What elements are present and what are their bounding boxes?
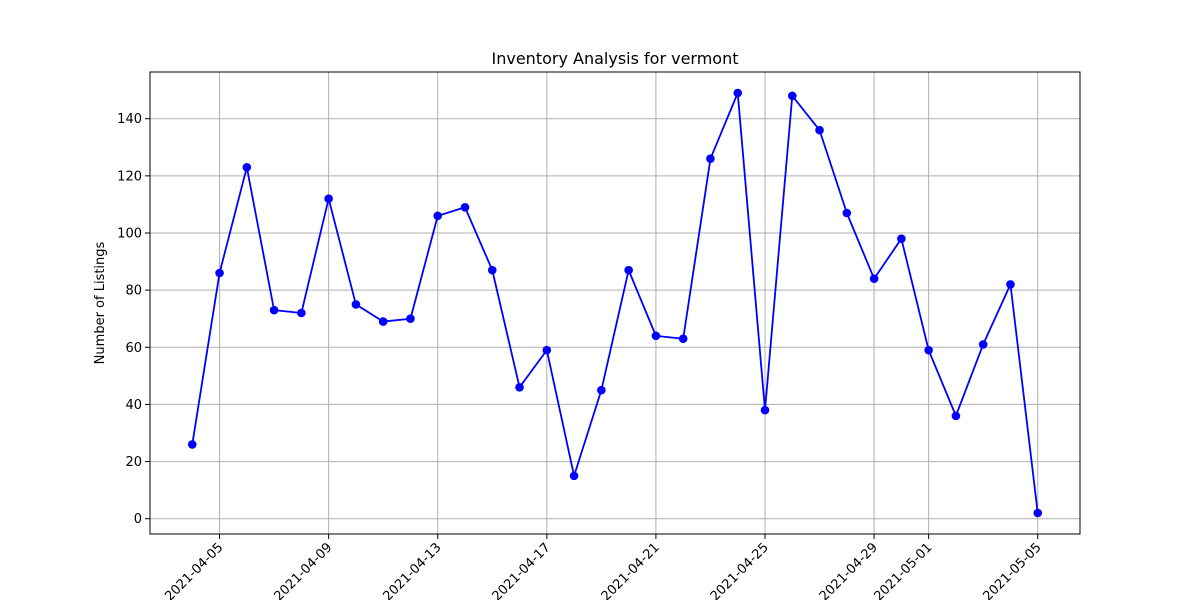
plot-frame bbox=[149, 71, 1081, 535]
data-point bbox=[215, 268, 224, 278]
data-point bbox=[406, 314, 415, 324]
data-point bbox=[624, 265, 633, 275]
y-tick-label: 120 bbox=[117, 169, 142, 184]
data-point bbox=[869, 274, 879, 284]
series-line bbox=[191, 92, 1039, 514]
y-tick-label: 0 bbox=[134, 512, 142, 527]
data-point bbox=[1006, 280, 1015, 289]
y-tick-label: 60 bbox=[125, 341, 142, 356]
x-axis: 2021-04-05 2021-04-09 2021-04-13 2021-04-17… bbox=[162, 534, 1045, 600]
x-tick-label: 2021-05-01 bbox=[871, 540, 935, 600]
data-point bbox=[978, 340, 988, 349]
data-point bbox=[951, 411, 961, 421]
y-tick-label: 100 bbox=[117, 227, 142, 242]
chart-title: Inventory Analysis for vermont bbox=[492, 49, 739, 68]
data-point bbox=[706, 154, 715, 164]
y-tick-label: 140 bbox=[117, 112, 142, 127]
x-tick-label: 2021-04-17 bbox=[490, 540, 554, 600]
x-tick-label: 2021-04-05 bbox=[162, 540, 226, 600]
grid-layer bbox=[150, 72, 1080, 534]
data-point bbox=[787, 91, 797, 101]
data-point bbox=[242, 162, 252, 172]
y-axis: 0 20 40 60 80 100 120 140 bbox=[117, 112, 150, 527]
data-point bbox=[378, 317, 388, 326]
data-point bbox=[597, 385, 606, 395]
data-point bbox=[187, 440, 197, 449]
data-point bbox=[842, 208, 852, 218]
y-tick-label: 20 bbox=[125, 455, 142, 470]
x-tick-label: 2021-04-25 bbox=[708, 540, 772, 600]
y-tick-label: 80 bbox=[125, 284, 142, 299]
y-axis-label: Number of Listings bbox=[93, 241, 108, 364]
data-point bbox=[460, 202, 470, 212]
x-tick-label: 2021-04-09 bbox=[271, 540, 335, 600]
data-point bbox=[897, 234, 906, 244]
data-point bbox=[1033, 508, 1043, 518]
data-point bbox=[542, 345, 552, 355]
data-point bbox=[324, 194, 333, 204]
x-tick-label: 2021-04-29 bbox=[817, 540, 881, 600]
x-tick-label: 2021-05-05 bbox=[981, 540, 1045, 600]
series-layer bbox=[187, 88, 1043, 518]
data-point bbox=[569, 471, 579, 481]
x-tick-label: 2021-04-21 bbox=[599, 540, 663, 600]
data-point bbox=[815, 125, 824, 135]
x-tick-label: 2021-04-13 bbox=[381, 540, 445, 600]
data-point bbox=[733, 88, 743, 98]
data-point bbox=[269, 305, 279, 315]
data-point bbox=[297, 308, 306, 318]
data-point bbox=[924, 345, 933, 355]
data-point bbox=[433, 211, 443, 221]
data-point bbox=[651, 331, 661, 341]
data-point bbox=[487, 265, 497, 275]
data-point bbox=[760, 405, 770, 415]
data-point bbox=[515, 382, 524, 392]
y-tick-label: 40 bbox=[125, 398, 142, 413]
data-point bbox=[351, 300, 361, 309]
data-point bbox=[678, 334, 688, 344]
